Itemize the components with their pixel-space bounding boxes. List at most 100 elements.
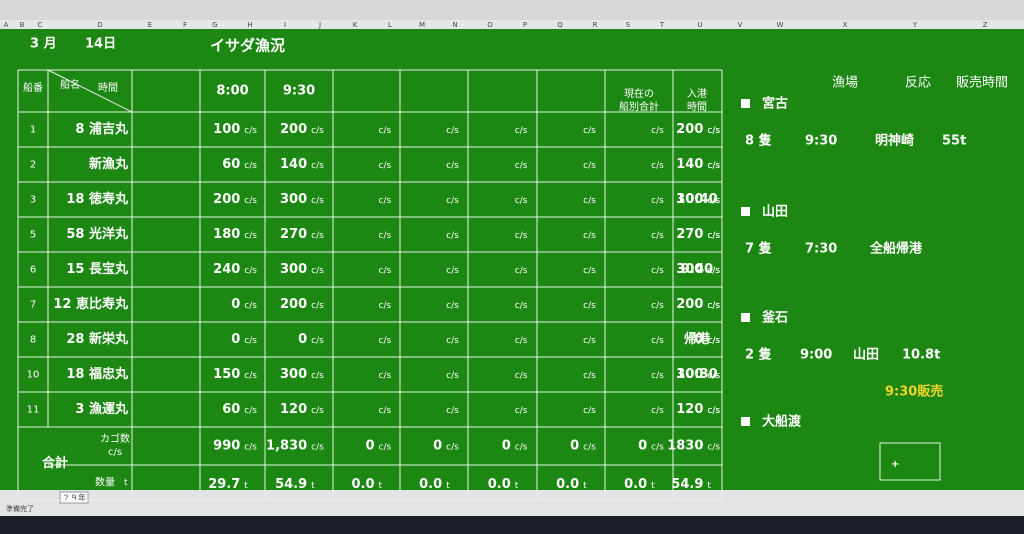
unit: c/s	[311, 301, 324, 311]
ship-number: 11	[27, 405, 40, 416]
ship-total: 120	[676, 402, 703, 417]
sum-cs: 1830	[667, 439, 703, 454]
unit: t	[311, 481, 315, 491]
catch-value: 300	[280, 367, 307, 382]
column-letter: U	[697, 21, 702, 29]
unit: c/s	[707, 196, 720, 206]
sum-qty: 54.9	[275, 477, 307, 492]
unit: c/s	[311, 336, 324, 346]
grid-line	[47, 69, 133, 113]
unit: c/s	[311, 266, 324, 276]
side-header: 漁場	[832, 76, 858, 91]
sheet-tab[interactable]	[59, 491, 89, 504]
area-item: 2 隻	[745, 347, 772, 363]
catch-value: 140	[280, 157, 307, 172]
unit: c/s	[379, 371, 392, 381]
catch-value: 180	[213, 227, 240, 242]
catch-value: 200	[213, 192, 240, 207]
unit: c/s	[379, 161, 392, 171]
column-letter: F	[183, 21, 187, 29]
unit: c/s	[583, 161, 596, 171]
unit: c/s	[446, 336, 459, 346]
unit: c/s	[651, 266, 664, 276]
column-letter: P	[523, 21, 527, 29]
unit: t	[124, 478, 128, 488]
unit: c/s	[515, 126, 528, 136]
unit: c/s	[651, 371, 664, 381]
side-header: 反応	[905, 76, 931, 91]
unit: c/s	[446, 406, 459, 416]
title: イサダ漁況	[210, 37, 285, 55]
area-item: 10.8t	[902, 348, 940, 363]
unit: c/s	[515, 371, 528, 381]
cursor: +	[891, 459, 899, 470]
ship-name: 28 新栄丸	[66, 331, 129, 347]
unit: c/s	[515, 266, 528, 276]
unit: c/s	[707, 231, 720, 241]
unit: c/s	[583, 371, 596, 381]
area-item: 明神崎	[875, 133, 914, 149]
day: 14日	[85, 37, 116, 52]
catch-value: 270	[280, 227, 307, 242]
ship-total: 270	[676, 227, 703, 242]
ship-total: 200	[676, 122, 703, 137]
unit: c/s	[707, 196, 720, 206]
area-item: 9:30	[805, 134, 837, 149]
header-time-slot: 9:30	[283, 84, 315, 99]
unit: c/s	[707, 126, 720, 136]
header-arrival: 入港	[687, 88, 707, 100]
sum-cs: 1,830	[266, 439, 307, 454]
unit: c/s	[707, 406, 720, 416]
unit: c/s	[379, 301, 392, 311]
unit: c/s	[244, 406, 257, 416]
ship-name: 15 長宝丸	[66, 261, 129, 277]
unit: c/s	[515, 336, 528, 346]
sum-cs: 0	[433, 439, 442, 454]
column-letter: A	[4, 21, 9, 29]
sum-qty: 0.0	[556, 477, 579, 492]
month: 3 月	[30, 37, 57, 52]
catch-value: 150	[213, 367, 240, 382]
ship-name: 3 漁運丸	[75, 401, 129, 417]
unit: c/s	[651, 126, 664, 136]
shape-box	[879, 442, 941, 481]
header-total: 現在の	[624, 88, 654, 100]
bullet	[741, 207, 750, 216]
column-letter: V	[738, 21, 743, 29]
arrival-time: 帰港	[684, 331, 711, 347]
unit: c/s	[446, 371, 459, 381]
unit: c/s	[379, 443, 392, 453]
catch-value: 60	[222, 402, 240, 417]
header-name: 船名	[60, 78, 80, 91]
ship-total: 300	[676, 192, 703, 207]
column-letter: Q	[557, 21, 563, 29]
side-header: 販売時間	[956, 75, 1008, 91]
formula-bar	[0, 0, 1024, 20]
sheet-tab-label[interactable]: ２９年	[62, 493, 86, 503]
unit: c/s	[707, 301, 720, 311]
column-letter: O	[487, 21, 493, 29]
ship-total: 300	[676, 367, 703, 382]
unit: c/s	[244, 266, 257, 276]
unit: c/s	[707, 161, 720, 171]
unit: c/s	[707, 336, 720, 346]
header-no: 船番	[23, 81, 43, 94]
unit: c/s	[446, 231, 459, 241]
area-item: 山田	[853, 347, 879, 363]
unit: c/s	[515, 443, 528, 453]
unit: c/s	[651, 196, 664, 206]
unit: t	[515, 481, 519, 491]
cs-label: カゴ数	[100, 432, 130, 445]
catch-value: 0	[231, 332, 240, 347]
column-letter: C	[38, 21, 43, 29]
taskbar	[0, 516, 1024, 534]
ship-name: 18 徳寿丸	[66, 191, 129, 207]
unit: c/s	[244, 196, 257, 206]
status: 準備完了	[6, 504, 34, 513]
unit: c/s	[707, 266, 720, 276]
sum-qty: 29.7	[208, 477, 240, 492]
unit: c/s	[244, 443, 257, 453]
unit: c/s	[244, 161, 257, 171]
ship-total: 200	[676, 297, 703, 312]
